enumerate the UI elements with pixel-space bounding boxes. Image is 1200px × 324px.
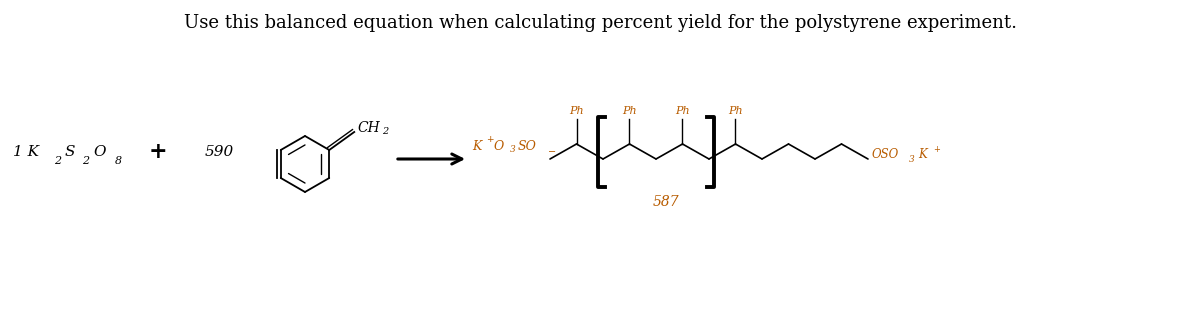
Text: +: + (486, 135, 493, 145)
Text: K: K (472, 140, 481, 153)
Text: +: + (932, 145, 940, 155)
Text: −: − (548, 147, 556, 157)
Text: CH: CH (358, 121, 380, 135)
Text: 8: 8 (115, 156, 122, 166)
Text: SO: SO (518, 140, 536, 153)
Text: S: S (65, 145, 76, 159)
Text: K: K (918, 148, 926, 161)
Text: 2: 2 (383, 126, 389, 135)
Text: O: O (494, 140, 504, 153)
Text: Ph: Ph (676, 106, 690, 116)
Text: Ph: Ph (569, 106, 584, 116)
Text: Ph: Ph (728, 106, 743, 116)
Text: 587: 587 (653, 195, 679, 209)
Text: +: + (149, 141, 167, 163)
Text: 590: 590 (205, 145, 234, 159)
Text: OSO: OSO (872, 148, 899, 161)
Text: 2: 2 (54, 156, 61, 166)
Text: 1 K: 1 K (13, 145, 38, 159)
Text: 3: 3 (908, 155, 914, 164)
Text: 3: 3 (510, 145, 516, 155)
Text: Ph: Ph (622, 106, 637, 116)
Text: O: O (94, 145, 106, 159)
Text: 2: 2 (82, 156, 89, 166)
Text: Use this balanced equation when calculating percent yield for the polystyrene ex: Use this balanced equation when calculat… (184, 14, 1016, 32)
